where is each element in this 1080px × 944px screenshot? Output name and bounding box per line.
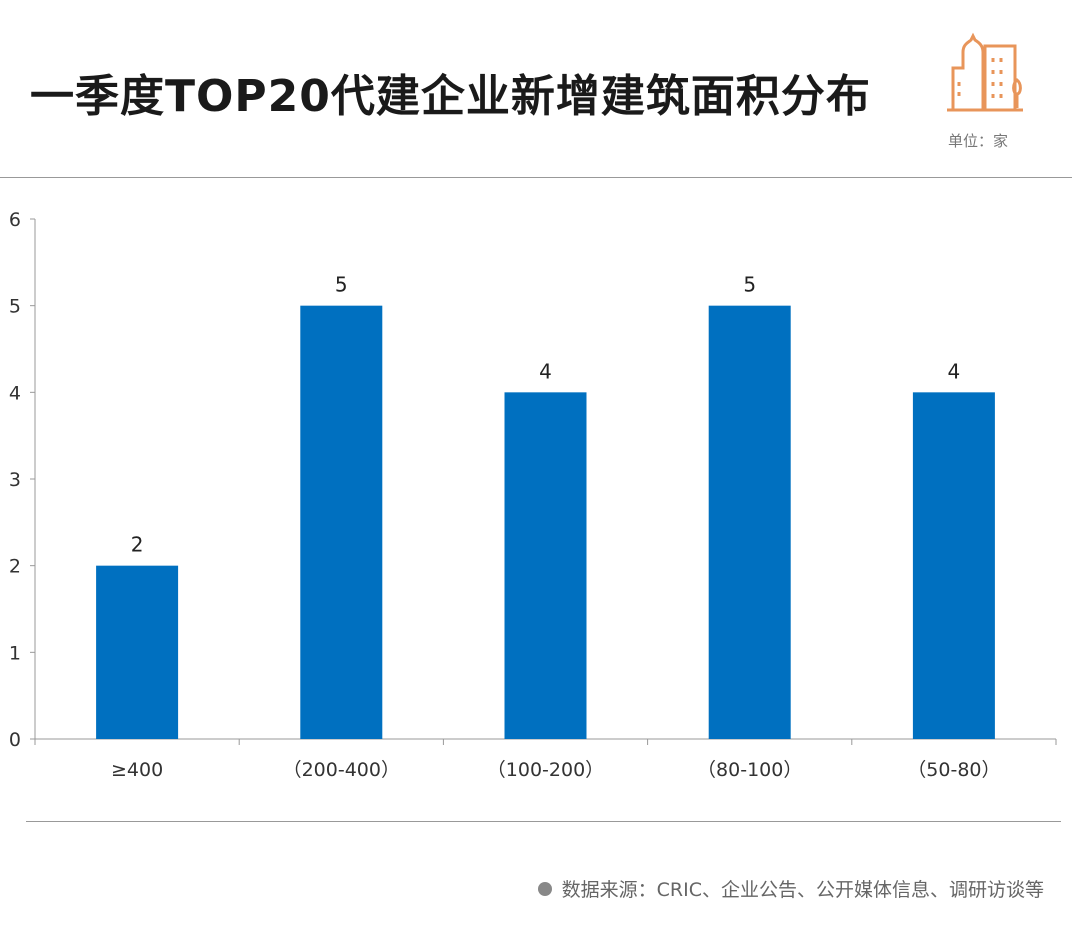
y-tick-label: 2 xyxy=(9,556,21,578)
bar xyxy=(912,392,995,739)
bar xyxy=(96,565,179,739)
y-tick-label: 3 xyxy=(9,469,21,491)
x-tick-label: （80-100） xyxy=(697,759,802,781)
data-label: 5 xyxy=(743,273,756,297)
bar xyxy=(504,392,587,739)
y-tick-label: 1 xyxy=(9,642,21,664)
bullet-icon xyxy=(537,881,552,896)
data-label: 4 xyxy=(539,359,552,383)
x-tick-label: （100-200） xyxy=(487,759,604,781)
x-tick-label: （50-80） xyxy=(907,759,1000,781)
unit-label: 单位：家 xyxy=(948,132,1009,150)
data-label: 5 xyxy=(335,273,348,297)
x-tick-label: ≥400 xyxy=(111,759,163,781)
top-divider xyxy=(0,177,1072,178)
bar xyxy=(708,305,791,739)
source-text: 数据来源：CRIC、企业公告、公开媒体信息、调研访谈等 xyxy=(561,879,1044,901)
building-icon xyxy=(947,32,1023,112)
y-tick-label: 0 xyxy=(9,729,21,751)
page-title: 一季度TOP20代建企业新增建筑面积分布 xyxy=(30,71,871,122)
data-label: 2 xyxy=(131,533,144,557)
y-tick-label: 4 xyxy=(9,382,21,404)
bar-chart: 0 1 2 3 4 5 6 2 ≥400 5 （200-400） 4 （100-200） 5 （80-100… xyxy=(9,209,1057,781)
bottom-divider xyxy=(26,821,1061,822)
data-label: 4 xyxy=(948,359,961,383)
x-tick-label: （200-400） xyxy=(283,759,400,781)
data-source: 数据来源：CRIC、企业公告、公开媒体信息、调研访谈等 xyxy=(537,875,1044,902)
y-tick-label: 6 xyxy=(9,209,21,231)
bar xyxy=(300,305,383,739)
y-tick-label: 5 xyxy=(9,296,21,318)
